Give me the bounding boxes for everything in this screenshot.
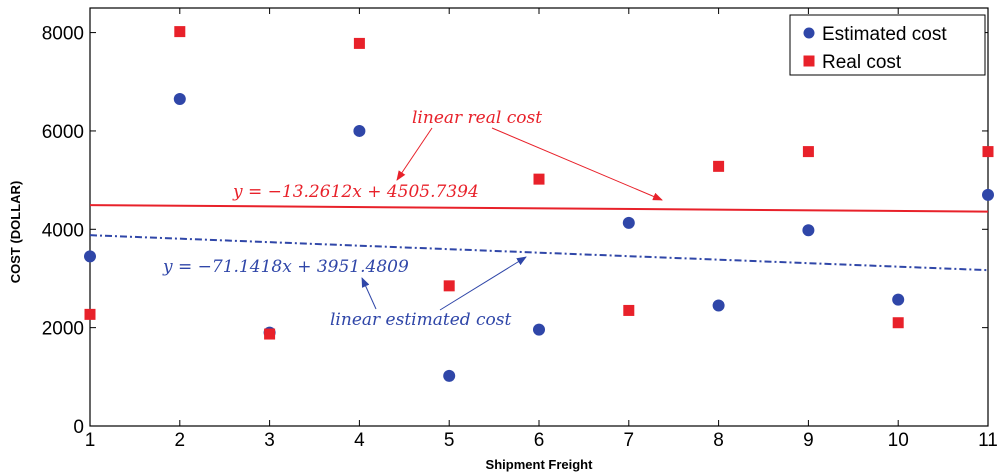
x-tick-label: 9 — [803, 430, 814, 451]
y-tick-label: 2000 — [42, 319, 84, 340]
y-tick-label: 4000 — [42, 220, 84, 241]
real-cost-point — [353, 37, 365, 49]
real-cost-arrow-1 — [396, 127, 433, 181]
estimated-cost-point — [173, 92, 186, 105]
real-cost-point — [174, 26, 186, 38]
real-cost-arrow-2 — [491, 127, 663, 201]
estimated-cost-point — [982, 188, 994, 201]
real-cost-point — [533, 173, 545, 185]
x-tick-label: 8 — [713, 430, 724, 451]
real-cost-trendline — [89, 204, 989, 213]
estimated-cost-point — [84, 250, 96, 263]
x-tick-label: 10 — [888, 430, 909, 451]
legend-label-estimated-cost: Estimated cost — [822, 24, 947, 45]
estimated-cost-point — [622, 216, 635, 229]
x-axis-label: Shipment Freight — [486, 457, 594, 472]
real-cost-point — [713, 160, 725, 172]
estimated-cost-point — [892, 293, 905, 306]
x-axis: 1 2 3 4 5 6 7 8 9 10 11 — [85, 8, 998, 451]
legend: Estimated cost Real cost — [789, 14, 986, 76]
y-axis-label: COST (DOLLAR) — [8, 181, 23, 284]
x-tick-label: 6 — [534, 430, 545, 451]
legend-marker-real-cost — [803, 55, 815, 67]
x-tick-label: 4 — [354, 430, 365, 451]
x-tick-label: 11 — [978, 430, 998, 451]
estimated-cost-point — [802, 224, 815, 237]
real-cost-point — [84, 308, 96, 320]
estimated-cost-arrow-1 — [361, 277, 377, 310]
estimated-cost-equation: y = −71.1418x + 3951.4809 — [162, 257, 409, 277]
estimated-cost-point — [712, 299, 725, 312]
x-tick-label: 1 — [85, 430, 96, 451]
trendlines — [89, 204, 989, 272]
x-tick-label: 3 — [264, 430, 275, 451]
y-tick-label: 0 — [73, 417, 84, 438]
real-cost-point — [623, 304, 635, 316]
real-cost-point — [264, 328, 276, 340]
real-cost-point — [802, 146, 814, 158]
legend-box — [789, 14, 986, 76]
real-cost-point — [443, 280, 455, 292]
x-tick-label: 7 — [624, 430, 635, 451]
real-cost-point — [982, 146, 994, 158]
estimated-cost-point — [533, 323, 545, 336]
estimated-cost-arrow-2 — [439, 256, 527, 311]
real-cost-trend-label: linear real cost — [412, 108, 542, 128]
legend-marker-estimated-cost — [803, 27, 815, 39]
y-tick-label: 8000 — [42, 24, 84, 45]
legend-label-real-cost: Real cost — [822, 52, 902, 73]
y-tick-label: 6000 — [42, 122, 84, 143]
estimated-cost-trend-label: linear estimated cost — [330, 310, 512, 330]
data-marks — [84, 26, 994, 382]
estimated-cost-point — [443, 369, 456, 382]
x-tick-label: 2 — [175, 430, 186, 451]
real-cost-equation: y = −13.2612x + 4505.7394 — [232, 182, 479, 202]
x-tick-label: 5 — [444, 430, 455, 451]
y-axis: 0 2000 4000 6000 8000 — [42, 24, 988, 438]
real-cost-point — [892, 317, 904, 329]
estimated-cost-point — [353, 124, 366, 137]
